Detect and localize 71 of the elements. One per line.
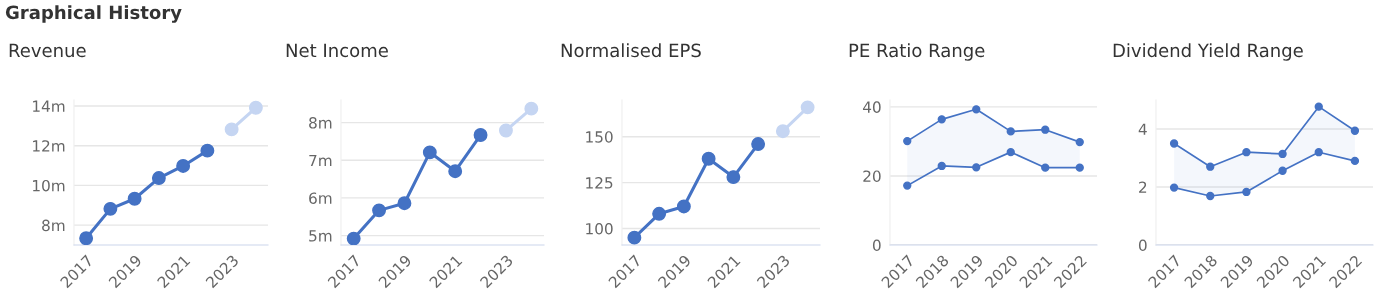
y-tick-label: 8m	[309, 117, 332, 129]
y-tick-label: 2	[1139, 181, 1147, 193]
point	[346, 231, 361, 245]
y-tick-label: 4	[1138, 123, 1147, 135]
point	[1314, 148, 1323, 157]
point	[775, 124, 790, 139]
point	[1169, 139, 1179, 148]
point	[751, 137, 766, 151]
y-tick-label: 150	[586, 131, 613, 143]
point	[1278, 166, 1287, 175]
point	[473, 128, 488, 142]
point	[1169, 183, 1179, 192]
y-tick-label: 10m	[33, 179, 65, 192]
point	[397, 196, 412, 211]
point	[1350, 156, 1360, 166]
y-tick-label: 6m	[309, 192, 332, 204]
point	[200, 143, 215, 158]
point	[1075, 163, 1084, 172]
point	[1006, 127, 1015, 136]
point	[1075, 137, 1084, 147]
chart-title: Revenue	[9, 43, 86, 58]
point	[937, 161, 946, 171]
point	[937, 115, 946, 124]
point	[151, 171, 166, 186]
point	[1242, 187, 1251, 197]
point	[524, 101, 539, 116]
point	[224, 122, 239, 137]
y-tick-label: 20	[863, 170, 881, 182]
point	[1041, 163, 1050, 172]
point	[1350, 126, 1360, 135]
point	[1006, 147, 1015, 157]
y-tick-label: 5m	[309, 230, 332, 242]
y-tick-label: 0	[1138, 239, 1147, 252]
y-tick-label: 100	[586, 222, 613, 235]
point	[372, 203, 387, 218]
text: Graphical History	[5, 5, 182, 23]
point	[972, 105, 981, 114]
point	[1314, 102, 1323, 111]
y-tick-label: 40	[862, 101, 881, 113]
point	[127, 191, 142, 206]
point	[972, 163, 981, 172]
y-tick-label: 14m	[33, 100, 65, 112]
chart-title: Net Income	[286, 43, 388, 58]
point	[422, 145, 437, 160]
point	[498, 123, 513, 138]
chart-title: Normalised EPS	[561, 43, 701, 58]
chart-title: PE Ratio Range	[849, 43, 985, 61]
point	[79, 231, 94, 245]
point	[726, 170, 741, 185]
point	[1041, 125, 1050, 134]
y-tick-label: 7m	[309, 154, 332, 167]
point	[176, 159, 191, 173]
point	[1278, 149, 1287, 159]
point	[103, 201, 118, 216]
point	[248, 100, 263, 115]
point	[1242, 148, 1251, 157]
y-tick-label: 125	[586, 177, 613, 189]
y-tick-label: 0	[872, 239, 881, 252]
point	[701, 151, 716, 166]
point	[676, 199, 691, 214]
point	[800, 100, 815, 115]
point	[903, 136, 912, 146]
point	[1206, 191, 1215, 201]
point	[1206, 162, 1215, 171]
point	[448, 164, 463, 179]
point	[903, 181, 912, 190]
y-tick-label: 8m	[42, 219, 65, 232]
chart-title: Dividend Yield Range	[1113, 43, 1303, 61]
y-tick-label: 12m	[33, 140, 65, 152]
point	[627, 230, 642, 245]
point	[652, 206, 667, 221]
